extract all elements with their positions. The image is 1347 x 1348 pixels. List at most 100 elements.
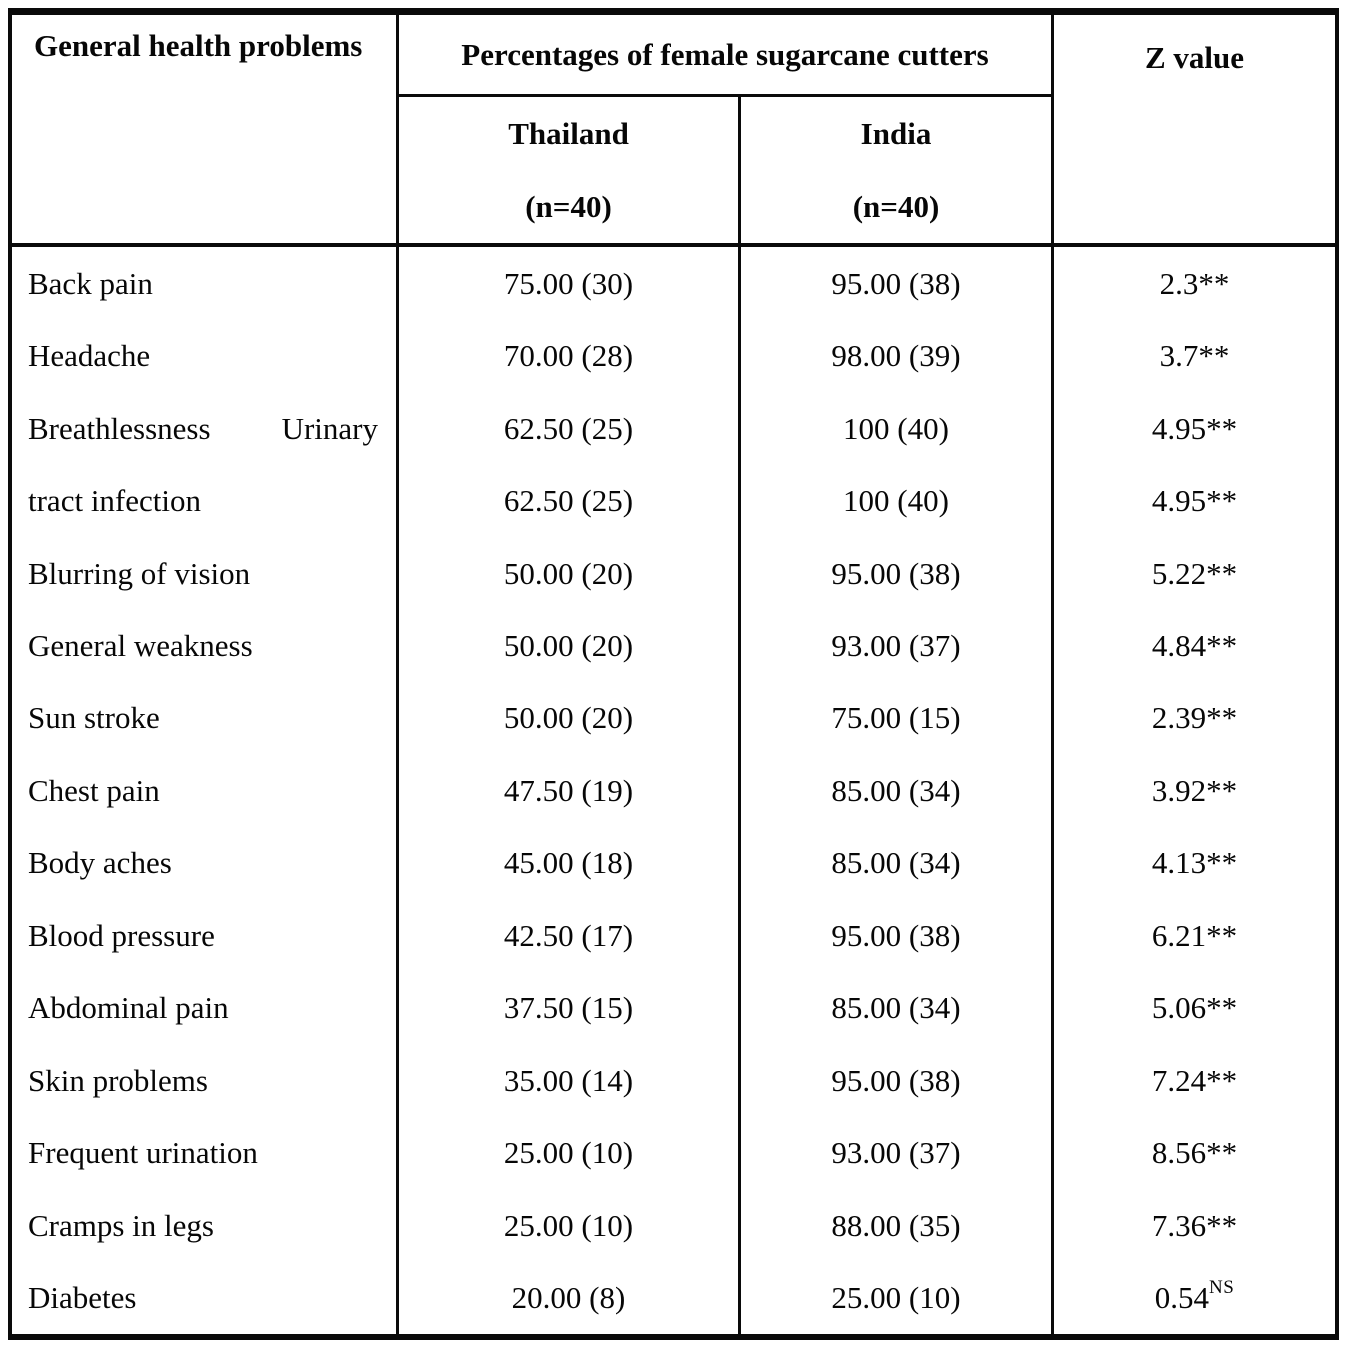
header-z-value: Z value bbox=[1054, 15, 1335, 247]
problem-cell: Blood pressure bbox=[12, 899, 399, 972]
header-thailand: Thailand (n=40) bbox=[399, 97, 741, 247]
india-value-cell: 25.00 (10) bbox=[741, 1261, 1054, 1334]
india-value: 98.00 (39) bbox=[831, 338, 961, 374]
problem-label-2: Urinary bbox=[281, 410, 378, 446]
problem-cell: Breathlessness Urinary bbox=[12, 391, 399, 465]
z-value-cell: 5.06** bbox=[1054, 972, 1335, 1044]
z-value: 7.24** bbox=[1151, 1062, 1238, 1098]
problem-cell: Blurring of vision bbox=[12, 536, 399, 610]
z-value: 3.7** bbox=[1159, 338, 1230, 374]
thailand-value: 75.00 (30) bbox=[503, 265, 634, 301]
india-value: 25.00 (10) bbox=[831, 1280, 961, 1316]
india-value-cell: 75.00 (15) bbox=[741, 681, 1054, 755]
thailand-value: 20.00 (8) bbox=[511, 1280, 626, 1316]
india-value-cell: 95.00 (38) bbox=[741, 536, 1054, 610]
header-z-value-label: Z value bbox=[1144, 40, 1245, 75]
problem-label: General weakness bbox=[28, 627, 253, 663]
z-value-cell: 3.92** bbox=[1054, 754, 1335, 826]
problem-cell: Sun stroke bbox=[12, 681, 399, 755]
india-value-cell: 100 (40) bbox=[741, 391, 1054, 465]
problem-cell: Body aches bbox=[12, 826, 399, 900]
india-value: 95.00 (38) bbox=[831, 917, 961, 953]
india-value-cell: 85.00 (34) bbox=[741, 754, 1054, 827]
thailand-value-cell: 37.50 (15) bbox=[399, 971, 741, 1045]
z-value-cell: 7.24** bbox=[1054, 1044, 1335, 1116]
health-problems-table: General health problems Percentages of f… bbox=[8, 8, 1339, 1340]
thailand-value-cell: 47.50 (19) bbox=[399, 754, 741, 827]
z-value: 5.06** bbox=[1151, 990, 1238, 1026]
problem-cell: Skin problems bbox=[12, 1044, 399, 1117]
india-value-cell: 95.00 (38) bbox=[741, 899, 1054, 972]
problem-label: Chest pain bbox=[28, 772, 160, 808]
header-general-health-problems: General health problems bbox=[12, 15, 399, 247]
z-value-cell: 5.22** bbox=[1054, 537, 1335, 609]
problem-label: Blurring of vision bbox=[28, 555, 251, 591]
thailand-value-cell: 20.00 (8) bbox=[399, 1261, 741, 1334]
z-value-cell: 2.39** bbox=[1054, 682, 1335, 754]
header-thailand-label: Thailand bbox=[508, 115, 629, 151]
problem-cell: General weakness bbox=[12, 609, 399, 682]
thailand-value-cell: 35.00 (14) bbox=[399, 1044, 741, 1117]
z-significance: NS bbox=[1208, 1277, 1235, 1299]
z-value-cell: 4.13** bbox=[1054, 827, 1335, 899]
header-india-n: (n=40) bbox=[852, 188, 940, 224]
india-value-cell: 93.00 (37) bbox=[741, 609, 1054, 682]
z-value: 5.22** bbox=[1151, 555, 1238, 591]
problem-label: Back pain bbox=[28, 265, 153, 301]
z-value: 4.13** bbox=[1151, 845, 1238, 881]
z-value-cell: 7.36** bbox=[1054, 1189, 1335, 1261]
india-value-cell: 100 (40) bbox=[741, 464, 1054, 537]
india-value: 93.00 (37) bbox=[831, 627, 961, 663]
z-value-cell: 4.84** bbox=[1054, 609, 1335, 681]
z-value: 4.95** bbox=[1151, 410, 1238, 446]
india-value-cell: 85.00 (34) bbox=[741, 826, 1054, 900]
thailand-value-cell: 50.00 (20) bbox=[399, 536, 741, 610]
thailand-value: 50.00 (20) bbox=[503, 627, 634, 663]
thailand-value-cell: 45.00 (18) bbox=[399, 826, 741, 900]
thailand-value-cell: 62.50 (25) bbox=[399, 464, 741, 537]
z-value: 8.56** bbox=[1151, 1135, 1238, 1171]
problem-label: Headache bbox=[28, 338, 151, 374]
thailand-value: 62.50 (25) bbox=[503, 410, 634, 446]
z-value-cell: 8.56** bbox=[1054, 1117, 1335, 1189]
india-value-cell: 95.00 (38) bbox=[741, 1044, 1054, 1117]
header-india: India (n=40) bbox=[741, 97, 1054, 247]
z-value-cell: 2.3** bbox=[1054, 247, 1335, 319]
problem-label: Sun stroke bbox=[28, 700, 160, 736]
header-percentages-span: Percentages of female sugarcane cutters bbox=[399, 15, 1054, 97]
problem-label: Abdominal pain bbox=[28, 990, 229, 1026]
problem-cell: Chest pain bbox=[12, 754, 399, 827]
problem-label: Body aches bbox=[28, 845, 172, 881]
india-value: 95.00 (38) bbox=[831, 265, 961, 301]
thailand-value-cell: 25.00 (10) bbox=[399, 1116, 741, 1190]
z-value: 4.84** bbox=[1151, 627, 1238, 663]
z-value: 4.95** bbox=[1151, 483, 1238, 519]
india-value: 88.00 (35) bbox=[831, 1207, 961, 1243]
india-value: 100 (40) bbox=[843, 410, 949, 446]
thailand-value: 35.00 (14) bbox=[503, 1062, 634, 1098]
problem-label: Breathlessness bbox=[28, 410, 211, 446]
india-value: 93.00 (37) bbox=[831, 1135, 961, 1171]
thailand-value: 47.50 (19) bbox=[503, 772, 634, 808]
z-value: 7.36** bbox=[1151, 1207, 1238, 1243]
header-india-label: India bbox=[860, 115, 932, 151]
india-value-cell: 98.00 (39) bbox=[741, 319, 1054, 392]
thailand-value-cell: 50.00 (20) bbox=[399, 681, 741, 755]
z-value-cell: 4.95** bbox=[1054, 392, 1335, 464]
header-percentages-span-label: Percentages of female sugarcane cutters bbox=[461, 36, 989, 72]
thailand-value: 50.00 (20) bbox=[503, 700, 634, 736]
thailand-value-cell: 62.50 (25) bbox=[399, 391, 741, 465]
problem-cell: Diabetes bbox=[12, 1261, 399, 1334]
india-value-cell: 85.00 (34) bbox=[741, 971, 1054, 1045]
india-value-cell: 95.00 (38) bbox=[741, 247, 1054, 320]
india-value: 95.00 (38) bbox=[831, 1062, 961, 1098]
problem-cell: tract infection bbox=[12, 464, 399, 537]
india-value: 95.00 (38) bbox=[831, 555, 961, 591]
z-value: 3.92** bbox=[1151, 772, 1238, 808]
thailand-value-cell: 75.00 (30) bbox=[399, 247, 741, 320]
thailand-value: 25.00 (10) bbox=[503, 1135, 634, 1171]
india-value: 85.00 (34) bbox=[831, 845, 961, 881]
z-value: 2.39** bbox=[1151, 700, 1238, 736]
z-value: 6.21** bbox=[1151, 917, 1238, 953]
z-value-cell: 0.54 NS bbox=[1054, 1262, 1335, 1334]
